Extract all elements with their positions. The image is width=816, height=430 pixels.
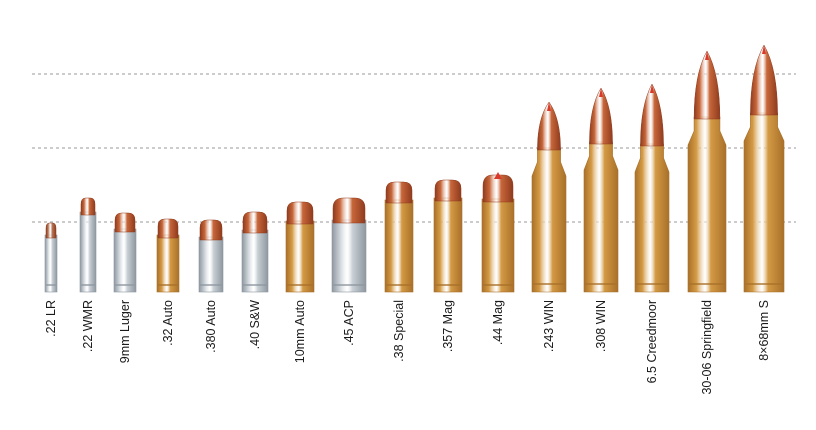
cartridge-380-auto xyxy=(198,219,224,293)
cartridge-357-mag xyxy=(433,179,463,293)
extractor-groove xyxy=(243,284,267,286)
cartridge-case xyxy=(481,198,515,293)
bullet xyxy=(434,179,462,202)
cartridge-case xyxy=(285,220,315,293)
bullet xyxy=(640,83,664,147)
polymer-tip xyxy=(599,88,603,97)
bullet xyxy=(286,201,314,225)
cartridge-40-s-w xyxy=(241,211,269,293)
cartridge-label: 10mm Auto xyxy=(293,300,307,363)
cartridge-case xyxy=(79,211,97,293)
cartridge-22-lr xyxy=(44,222,58,293)
bullet xyxy=(589,87,613,145)
extractor-groove xyxy=(745,283,783,285)
cartridge-case xyxy=(241,229,269,293)
extractor-groove xyxy=(636,283,668,285)
cartridge-45-acp xyxy=(331,197,367,293)
extractor-groove xyxy=(158,284,178,286)
cartridge-label: .22 LR xyxy=(44,300,58,337)
bullet xyxy=(332,197,366,224)
cartridge-case xyxy=(634,143,670,293)
polymer-tip xyxy=(762,45,766,54)
extractor-groove xyxy=(115,284,135,286)
cartridge-case xyxy=(198,236,224,293)
cartridge-case xyxy=(433,197,463,293)
cartridge-case xyxy=(44,234,58,293)
cartridge-label: .38 Special xyxy=(392,300,406,362)
extractor-groove xyxy=(689,283,725,285)
reference-gridlines xyxy=(32,73,796,223)
cartridge-10mm-auto xyxy=(285,201,315,293)
extractor-groove xyxy=(435,284,461,286)
cartridge-32-auto xyxy=(156,218,180,293)
cartridge-case xyxy=(531,147,567,293)
cartridge-8-68mm-s xyxy=(743,44,785,293)
cartridge-30-06-springfield xyxy=(687,50,727,293)
extractor-groove xyxy=(585,283,617,285)
bullet xyxy=(693,50,721,120)
bullet xyxy=(482,174,514,203)
polymer-tip xyxy=(705,51,709,60)
bullet xyxy=(537,101,561,151)
cartridge-label: .380 Auto xyxy=(204,300,218,353)
cartridge-label: .32 Auto xyxy=(161,300,175,346)
cartridge-label: .357 Mag xyxy=(441,300,455,352)
polymer-tip xyxy=(547,102,551,111)
cartridge-case xyxy=(384,199,414,293)
bullet xyxy=(750,44,778,116)
cartridge-labels: .22 LR .22 WMR 9mm Luger .32 Auto .380 Auto.… xyxy=(44,300,771,395)
polymer-tip xyxy=(650,84,654,93)
cartridge-case xyxy=(113,228,137,293)
cartridge-row xyxy=(44,44,785,293)
extractor-groove xyxy=(287,284,313,286)
cartridge-44-mag xyxy=(481,172,515,293)
extractor-groove xyxy=(483,284,513,286)
cartridge-label: .308 WIN xyxy=(594,300,608,352)
cartridge-label: 6.5 Creedmoor xyxy=(645,300,659,383)
cartridge-label: .40 S&W xyxy=(248,300,262,350)
cartridge-6-5-creedmoor xyxy=(634,83,670,293)
polymer-tip xyxy=(494,172,502,179)
cartridge-label: .44 Mag xyxy=(491,300,505,345)
extractor-groove xyxy=(333,284,365,286)
cartridge-38-special xyxy=(384,181,414,293)
cartridge-case xyxy=(687,116,727,293)
extractor-groove xyxy=(81,284,95,286)
cartridge-22-wmr xyxy=(79,197,97,293)
bullet xyxy=(114,212,136,233)
bullet xyxy=(80,197,96,216)
extractor-groove xyxy=(200,284,222,286)
cartridge-label: .243 WIN xyxy=(542,300,556,352)
extractor-groove xyxy=(46,284,56,286)
bullet xyxy=(385,181,413,204)
cartridge-case xyxy=(156,234,180,293)
cartridge-case xyxy=(331,219,367,293)
cartridge-label: .22 WMR xyxy=(81,300,95,352)
extractor-groove xyxy=(386,284,412,286)
cartridge-label: 30-06 Springfield xyxy=(700,300,714,395)
cartridge-label: 9mm Luger xyxy=(118,300,132,363)
cartridge-308-win xyxy=(583,87,619,293)
bullet xyxy=(242,211,268,234)
extractor-groove xyxy=(533,283,565,285)
cartridge-9mm-luger xyxy=(113,212,137,293)
cartridge-label: .45 ACP xyxy=(342,300,356,346)
cartridge-label: 8×68mm S xyxy=(757,300,771,361)
bullet xyxy=(157,218,179,239)
bullet xyxy=(45,222,57,239)
cartridge-243-win xyxy=(531,101,567,293)
bullet xyxy=(199,219,223,241)
cartridge-case xyxy=(583,141,619,293)
cartridge-case xyxy=(743,112,785,293)
